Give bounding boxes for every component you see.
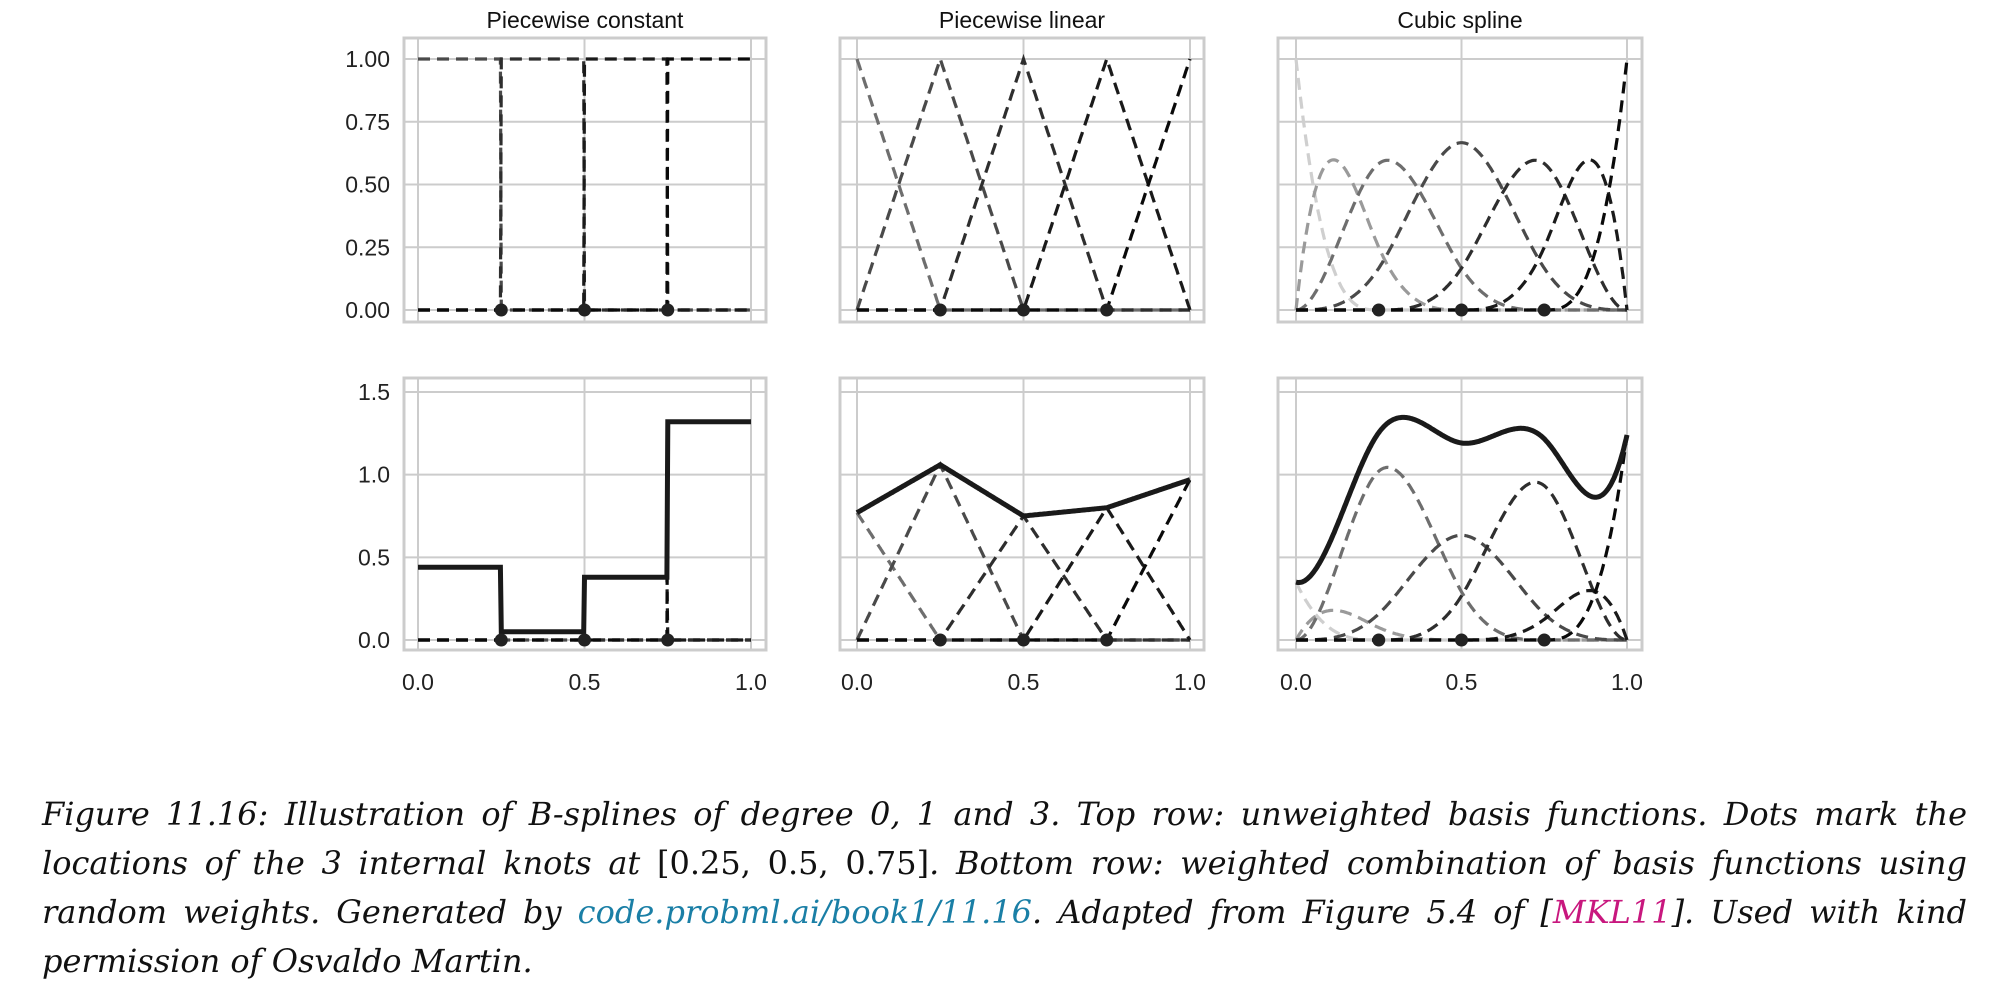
x-tick-label: 1.0 [1611,669,1643,695]
knot-marker [578,633,591,647]
basis-function-5 [1296,158,1629,312]
caption-mid: . Bottom row: weighted combination of ba… [42,844,1968,931]
figure-caption: Figure 11.16: Illustration of B-splines … [42,790,1967,986]
x-tick-label: 1.0 [735,669,767,695]
caption-link[interactable]: code.probml.ai/book1/11.16 [577,893,1032,931]
x-tick-label: 0.5 [1446,669,1478,695]
basis-function-2 [1296,465,1627,642]
basis-function-5 [1296,588,1629,642]
y-tick-label: 1.0 [358,462,390,488]
axes-frame [1276,36,1644,324]
basis-function-6 [1296,434,1629,642]
caption-citation[interactable]: MKL11 [1552,893,1672,931]
axes-frame [402,376,768,652]
knot-marker [1455,633,1468,647]
x-tick-label: 0.0 [841,669,873,695]
axes-frame [838,376,1206,652]
panel-bottom-degree-0: 0.0 0.5 1.0 1.5 0.0 0.5 1.0 [358,376,768,695]
weighted-sum-curve [855,461,1191,519]
axes-frame [838,36,1206,324]
caption-lead: Figure 11.16: Illustration of B-splines … [42,795,1967,882]
y-tick-label: 1.00 [345,46,390,72]
axes-frame [1276,376,1644,652]
basis-function-3 [1296,141,1627,312]
knot-marker [494,303,508,317]
y-tick-label: 0.5 [358,544,390,570]
knot-marker [578,303,591,317]
basis-function-4 [857,478,1192,642]
y-tick-label: 0.25 [345,234,390,260]
knot-marker [1537,303,1551,317]
knot-marker [494,633,508,647]
knot-marker [1100,303,1114,317]
knot-marker [933,303,947,317]
x-tick-label: 0.0 [402,669,434,695]
caption-knots: [0.25, 0.5, 0.75] [657,844,930,882]
y-tick-label: 0.75 [345,109,390,135]
basis-function-4 [1296,158,1627,312]
axes-frame [402,36,768,324]
knot-marker [661,633,675,647]
weighted-sum-curve [1295,414,1630,585]
y-tick-label: 1.5 [358,379,390,405]
y-tick-label: 0.50 [345,172,390,198]
y-tick-label: 0.0 [358,627,390,653]
panel-top-degree-0: 0.00 0.25 0.50 0.75 1.00 Piecewise constant [345,7,768,324]
basis-function-4 [1296,480,1627,642]
knot-marker [1017,633,1030,647]
x-tick-label: 1.0 [1174,669,1206,695]
panel-bottom-degree-1: 0.0 0.5 1.0 [838,376,1206,695]
panel-bottom-degree-3: 0.0 0.5 1.0 [1276,376,1644,695]
panel-title: Piecewise constant [487,7,684,33]
x-tick-label: 0.5 [569,669,601,695]
panel-title: Cubic spline [1397,7,1522,33]
knot-marker [661,303,675,317]
x-tick-label: 0.0 [1280,669,1312,695]
caption-adapted: . Adapted from Figure 5.4 of [ [1031,893,1553,931]
panel-title: Piecewise linear [939,7,1106,33]
knot-marker [1537,633,1551,647]
caption-tail: ]. Used with kind permission of Osvaldo … [42,893,1968,980]
knot-marker [1372,633,1386,647]
knot-marker [933,633,947,647]
knot-marker [1017,303,1030,317]
basis-function-3 [857,54,1192,312]
x-tick-label: 0.5 [1008,669,1040,695]
basis-function-1 [855,54,1190,312]
panel-top-degree-1: Piecewise linear [838,7,1206,324]
bspline-figure: 0.00 0.25 0.50 0.75 1.00 Piecewise constant Pi… [345,7,1644,695]
weighted-sum-curve [418,419,751,635]
knot-marker [1100,633,1114,647]
y-tick-label: 0.00 [345,297,390,323]
basis-function-2 [857,53,1190,312]
panel-top-degree-3: Cubic spline [1276,7,1644,324]
knot-marker [1372,303,1386,317]
knot-marker [1455,303,1468,317]
